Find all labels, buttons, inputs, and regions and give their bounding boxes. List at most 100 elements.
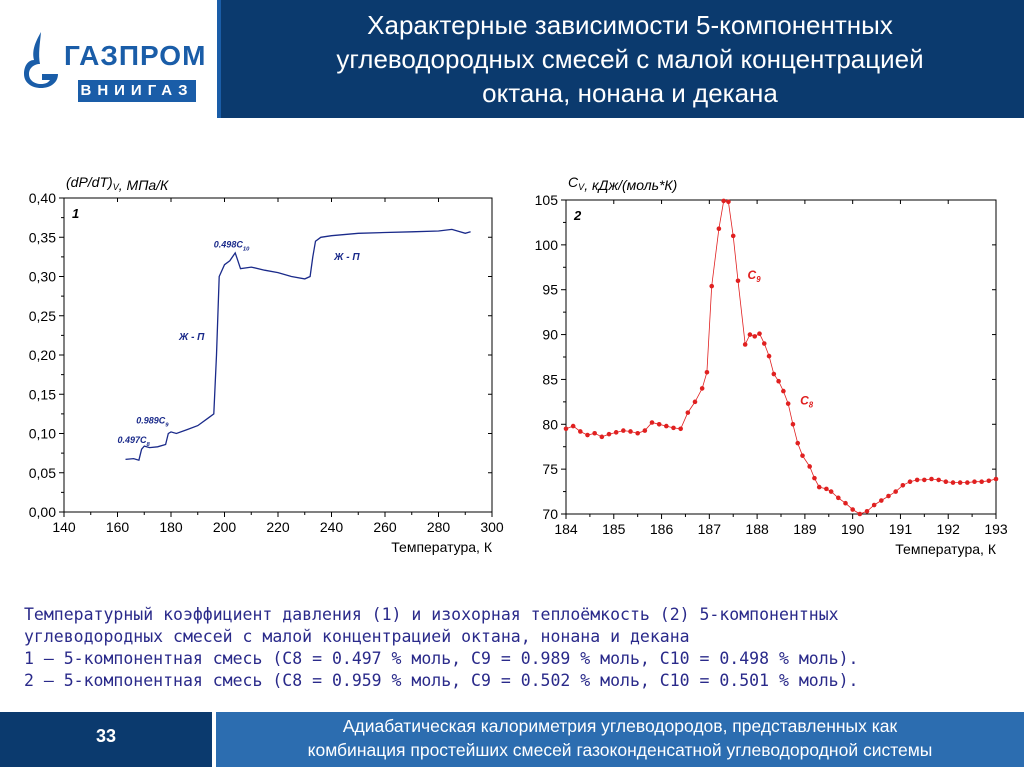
data-point <box>972 479 977 485</box>
data-point <box>747 332 753 337</box>
data-point <box>578 429 583 434</box>
y-tick-label: 100 <box>535 237 559 253</box>
chart-heat-capacity: 184 185 186 187 188 189 190 191 192 193 70 75 80 85 90… <box>535 174 1008 557</box>
data-point <box>563 426 569 432</box>
annotation-label: 0.497C8 <box>118 435 151 448</box>
data-point <box>816 484 822 490</box>
data-point <box>776 378 781 384</box>
data-point <box>936 477 941 483</box>
data-point <box>721 198 726 204</box>
data-point <box>699 386 705 391</box>
data-point <box>785 401 791 406</box>
data-point <box>957 480 963 485</box>
data-point <box>886 493 891 499</box>
caption-line: 2 – 5-компонентная смесь (C8 = 0.959 % м… <box>24 671 859 690</box>
data-point <box>864 509 870 514</box>
data-point <box>929 476 934 482</box>
data-point <box>965 480 970 485</box>
y-tick-label: 0,30 <box>29 269 56 285</box>
y-tick-label: 95 <box>542 282 558 298</box>
data-point <box>900 482 906 488</box>
data-point <box>781 388 786 394</box>
data-point <box>704 369 710 375</box>
x-axis-label: Температура, К <box>895 541 997 557</box>
data-point <box>735 278 741 284</box>
y-tick-label: 80 <box>542 416 558 432</box>
x-tick-label: 140 <box>52 519 76 535</box>
panel-label: 1 <box>72 206 79 221</box>
x-tick-label: 160 <box>106 519 130 535</box>
data-point <box>907 479 913 485</box>
series-line <box>565 200 997 515</box>
data-point <box>599 434 605 440</box>
x-tick-label: 193 <box>984 521 1008 537</box>
x-tick-label: 186 <box>650 521 674 537</box>
data-point <box>766 353 772 359</box>
annotation-label: C9 <box>748 268 762 284</box>
data-point <box>761 341 767 346</box>
data-point <box>795 440 801 446</box>
data-point <box>613 430 619 435</box>
x-tick-label: 220 <box>266 519 290 535</box>
data-point <box>824 486 829 492</box>
chart-pressure-coefficient: 140 160 180 200 220 240 260 280 300 0,00 0,05 0,10 0… <box>29 174 504 555</box>
logo: ГАЗПРОМ ВНИИГАЗ <box>0 0 221 118</box>
x-tick-label: 187 <box>698 521 722 537</box>
y-axis-label: (dP/dT)V, МПа/К <box>66 174 169 193</box>
footer-line: комбинация простейших смесей газоконденс… <box>307 740 933 760</box>
caption-line: Температурный коэффициент давления (1) и… <box>24 605 839 624</box>
data-point <box>678 426 683 432</box>
data-point <box>671 425 676 431</box>
x-tick-label: 188 <box>745 521 769 537</box>
data-point <box>943 479 949 485</box>
data-point <box>850 507 855 512</box>
x-tick-label: 192 <box>937 521 961 537</box>
data-point <box>807 464 812 469</box>
y-tick-label: 0,40 <box>29 190 56 206</box>
annotation-label: Ж - П <box>333 252 360 263</box>
data-point <box>752 334 758 339</box>
annotation-label: Ж - П <box>178 332 205 343</box>
footer-line: Адиабатическая калориметрия углеводородо… <box>342 716 898 736</box>
x-tick-label: 200 <box>213 519 237 535</box>
y-tick-label: 0,20 <box>29 347 56 363</box>
y-tick-label: 0,25 <box>29 308 56 324</box>
data-point <box>914 477 920 483</box>
y-tick-label: 0,15 <box>29 386 56 402</box>
page-number-box: 33 <box>0 712 216 767</box>
caption-line: углеводородных смесей с малой концентрац… <box>24 627 690 646</box>
y-tick-label: 75 <box>542 461 558 477</box>
y-tick-label: 0,05 <box>29 465 56 481</box>
panel-label: 2 <box>573 208 582 223</box>
title-line: углеводородных смесей с малой концентрац… <box>336 44 924 74</box>
caption-line: 1 – 5-компонентная смесь (C8 = 0.497 % м… <box>24 649 859 668</box>
x-tick-label: 185 <box>602 521 626 537</box>
data-point <box>716 226 722 232</box>
logo-sub-text: ВНИИГАЗ <box>78 80 196 102</box>
title-line: Характерные зависимости 5-компонентных <box>367 10 893 40</box>
x-tick-label: 184 <box>554 521 578 537</box>
annotation-label: 0.989C9 <box>136 415 169 428</box>
x-axis-label: Температура, К <box>391 539 493 555</box>
data-point <box>843 500 848 506</box>
data-point <box>664 423 669 429</box>
data-point <box>685 410 691 415</box>
page-number: 33 <box>95 726 117 746</box>
plot-frame <box>565 199 997 515</box>
data-point <box>635 430 640 436</box>
y-tick-label: 90 <box>542 327 558 343</box>
x-tick-label: 260 <box>373 519 397 535</box>
data-point <box>812 475 817 481</box>
x-tick-label: 280 <box>427 519 451 535</box>
data-point <box>922 477 927 483</box>
figure-caption: Температурный коэффициент давления (1) и… <box>24 604 1014 692</box>
data-point <box>628 429 633 434</box>
y-tick-label: 70 <box>542 506 558 522</box>
data-point <box>986 478 992 484</box>
x-tick-label: 240 <box>320 519 344 535</box>
logo-main-text: ГАЗПРОМ <box>64 40 207 71</box>
data-point <box>800 453 805 458</box>
data-point <box>879 498 884 503</box>
data-point <box>857 511 863 517</box>
data-point <box>790 421 796 427</box>
